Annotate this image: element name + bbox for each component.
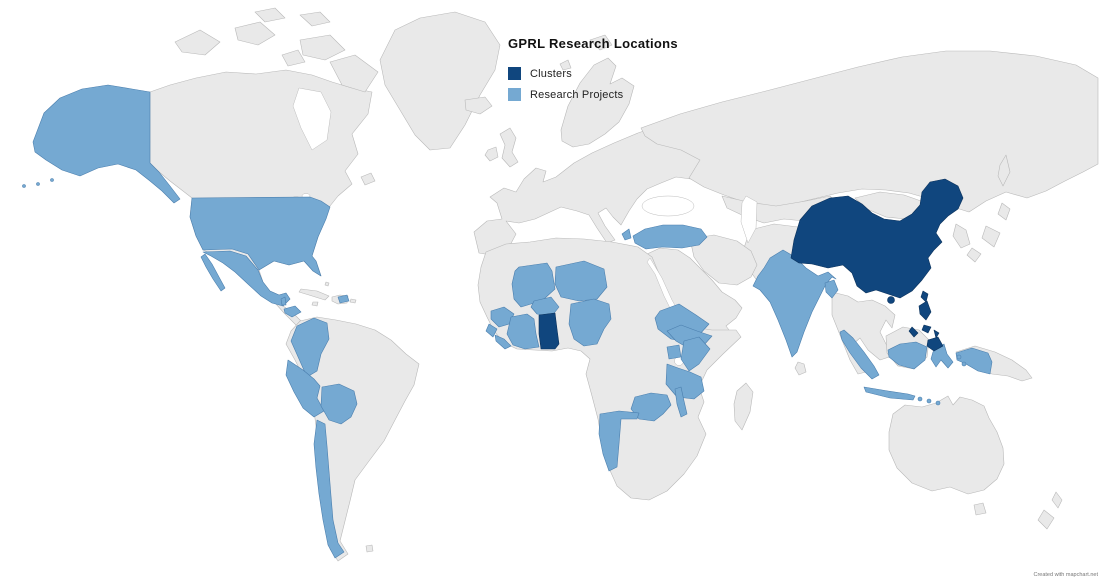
landmass-caribbean[interactable] [298, 281, 357, 307]
landmass-iran[interactable] [689, 234, 758, 286]
legend-label-clusters: Clusters [530, 67, 572, 80]
country-guinea[interactable] [490, 306, 515, 328]
landmass-korea-japan[interactable] [952, 202, 1011, 263]
map-header: GPRL Research Locations Clusters Researc… [508, 36, 678, 107]
country-malawi[interactable] [674, 386, 688, 418]
country-mexico[interactable] [200, 250, 291, 307]
country-niger[interactable] [554, 260, 608, 302]
map-attribution: Created with mapchart.net [1033, 572, 1098, 578]
country-indonesia-sumatra[interactable] [839, 329, 880, 380]
landmass-australia[interactable] [888, 395, 1063, 530]
legend-item-research-projects: Research Projects [508, 86, 678, 103]
country-bolivia[interactable] [320, 383, 358, 425]
country-united-states-aleutians[interactable] [36, 182, 40, 186]
country-nigeria[interactable] [568, 298, 612, 347]
country-dominican-republic[interactable] [337, 294, 350, 304]
landmass-sri-lanka[interactable] [794, 361, 807, 376]
country-china-taiwan[interactable] [920, 290, 929, 303]
country-indonesia-lesser-sunda[interactable] [926, 398, 932, 404]
country-mali[interactable] [511, 262, 556, 308]
country-ghana[interactable] [538, 312, 560, 350]
black-sea [641, 195, 695, 217]
caspian-sea [740, 195, 758, 244]
landmass-scandinavia[interactable] [560, 57, 635, 148]
landmass-arctic-islands[interactable] [174, 7, 379, 186]
research-projects-color-swatch [508, 88, 521, 101]
country-namibia[interactable] [598, 410, 640, 472]
country-indonesia-sulawesi[interactable] [930, 343, 954, 369]
landmass-russia[interactable] [640, 50, 1099, 213]
clusters-color-swatch [508, 67, 521, 80]
country-philippines[interactable] [908, 300, 944, 352]
country-turkey[interactable] [621, 224, 708, 250]
country-united-states-aleutians[interactable] [22, 184, 26, 188]
country-chile[interactable] [313, 419, 345, 559]
country-belize[interactable] [280, 296, 287, 306]
country-indonesia-lesser-sunda[interactable] [917, 396, 923, 402]
map-title: GPRL Research Locations [508, 36, 678, 51]
country-indonesia-papua[interactable] [955, 347, 993, 375]
country-bangladesh[interactable] [824, 279, 839, 299]
legend-item-clusters: Clusters [508, 65, 678, 82]
landmass-iceland[interactable] [464, 34, 613, 115]
country-united-states-alaska[interactable] [32, 84, 181, 204]
country-uganda[interactable] [666, 344, 682, 360]
map-legend: Clusters Research Projects [508, 65, 678, 103]
country-indonesia-maluku[interactable] [961, 361, 967, 367]
country-china[interactable] [790, 178, 964, 299]
country-united-states[interactable] [189, 196, 331, 277]
landmass-southeast-asia[interactable] [831, 291, 896, 375]
landmass-greenland[interactable] [379, 11, 501, 151]
clusters-layer [538, 178, 964, 352]
research-projects-layer [22, 84, 993, 559]
country-united-states-aleutians[interactable] [50, 178, 54, 182]
country-indonesia-java[interactable] [863, 386, 916, 401]
country-indonesia-kalimantan[interactable] [887, 341, 928, 370]
country-honduras[interactable] [283, 305, 302, 318]
country-colombia[interactable] [290, 317, 330, 378]
country-sierra-leone[interactable] [485, 323, 498, 338]
landmass-british-isles[interactable] [484, 127, 519, 168]
country-indonesia-maluku[interactable] [956, 354, 962, 360]
country-kenya[interactable] [680, 336, 711, 372]
landmass-madagascar[interactable] [733, 382, 754, 431]
country-cote-divoire[interactable] [506, 313, 540, 350]
country-liberia[interactable] [494, 334, 512, 350]
country-india[interactable] [752, 249, 837, 358]
country-indonesia-lesser-sunda[interactable] [935, 400, 941, 406]
hudson-bay [292, 87, 332, 151]
country-china-hainan[interactable] [887, 296, 895, 304]
landmass-europe[interactable] [473, 116, 729, 256]
legend-label-research-projects: Research Projects [530, 88, 624, 101]
